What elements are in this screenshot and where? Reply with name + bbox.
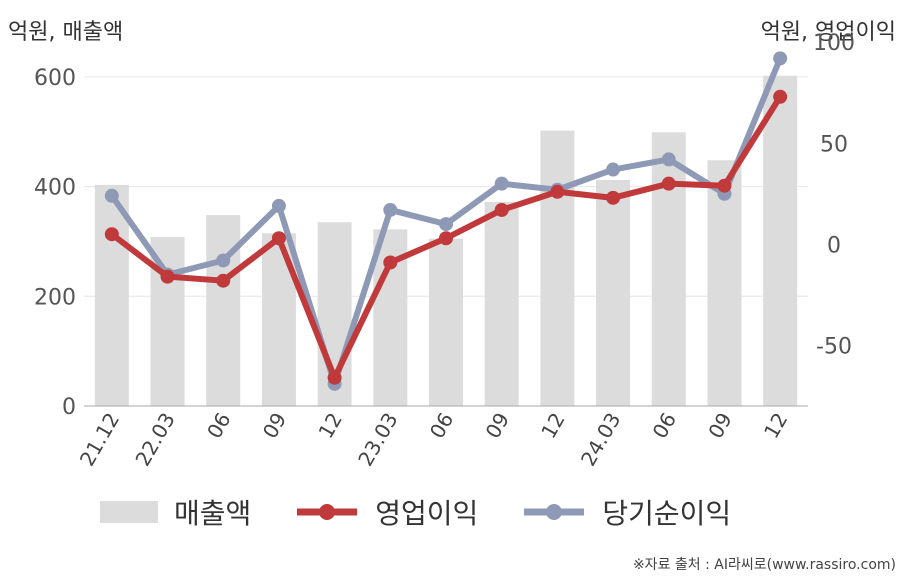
left-y-ticks: 0 200 400 600 [34, 66, 76, 420]
sales-bar [540, 130, 575, 407]
net-income-point [606, 162, 621, 177]
sales-bar [651, 132, 686, 406]
sales-bar [261, 233, 296, 406]
legend: 매출액 영업이익 당기순이익 [100, 492, 775, 532]
operating-profit-point [160, 269, 175, 284]
sales-bar [429, 238, 463, 406]
legend-swatch-op [297, 504, 358, 520]
sales-bar [484, 201, 519, 406]
legend-label-sales: 매출액 [174, 497, 252, 530]
operating-profit-point [550, 184, 565, 199]
x-tick-label: 06 [425, 409, 459, 443]
legend-swatch-sales [100, 501, 158, 523]
left-axis-unit: 억원, 매출액 [8, 20, 124, 45]
right-y-tick-label: 50 [820, 132, 848, 157]
operating-profit-point [271, 231, 286, 246]
operating-profit-point [216, 273, 231, 288]
right-axis-unit: 억원, 영업이익 [760, 20, 896, 45]
sales-bar [707, 160, 742, 406]
sales-bar [94, 184, 129, 406]
x-tick-label: 12 [759, 409, 793, 443]
left-y-tick-label: 400 [34, 176, 76, 201]
x-tick-label: 09 [258, 409, 292, 443]
right-y-tick-label: 0 [827, 233, 841, 258]
net-income-point [271, 198, 286, 213]
net-income-point [104, 188, 119, 203]
operating-profit-point [717, 178, 732, 193]
x-tick-label: 12 [536, 409, 570, 443]
right-y-tick-label: -50 [816, 334, 852, 359]
x-tick-label: 21.12 [75, 409, 124, 471]
sales-bar [763, 75, 798, 406]
left-y-tick-label: 200 [34, 285, 76, 310]
left-y-tick-label: 0 [62, 395, 76, 420]
net-income-point [661, 152, 676, 167]
x-tick-label: 12 [313, 409, 347, 443]
x-tick-label: 06 [648, 409, 682, 443]
sales-bar [596, 179, 631, 406]
net-income-point [494, 176, 509, 191]
legend-label-net: 당기순이익 [602, 497, 732, 530]
x-tick-label: 09 [481, 409, 515, 443]
legend-item-op[interactable]: 영업이익 [295, 492, 478, 532]
source-credit: ※자료 출처 : AI라씨로(www.rassiro.com) [632, 557, 896, 573]
x-tick-label: 24.03 [576, 409, 625, 471]
left-y-tick-label: 600 [34, 66, 76, 91]
operating-profit-point [327, 370, 342, 385]
operating-profit-point [494, 202, 509, 217]
operating-profit-point [439, 231, 453, 246]
operating-profit-point [661, 176, 676, 191]
operating-profit-point [104, 227, 119, 242]
legend-label-op: 영업이익 [375, 497, 479, 530]
right-y-tick-label: 100 [813, 31, 855, 56]
legend-item-net[interactable]: 당기순이익 [522, 492, 731, 532]
sales-bar [206, 215, 241, 406]
x-tick-label: 06 [202, 409, 236, 443]
x-tick-label: 09 [703, 409, 737, 443]
operating-profit-point [606, 190, 621, 205]
operating-profit-point [383, 255, 398, 270]
net-income-point [439, 217, 453, 232]
net-income-point [773, 51, 788, 66]
net-income-point [216, 253, 231, 268]
profit-lines [104, 51, 788, 391]
legend-item-sales[interactable]: 매출액 [100, 492, 251, 532]
x-tick-label: 23.03 [353, 409, 402, 471]
net-income-point [383, 202, 398, 217]
legend-swatch-net [524, 504, 585, 520]
right-y-ticks: -50 0 50 100 [813, 31, 855, 359]
x-ticks: 21.12 22.03 06 09 12 23.03 06 09 12 24.03 06 09 12 [75, 409, 793, 471]
operating-profit-point [773, 89, 788, 104]
x-tick-label: 22.03 [130, 409, 179, 471]
